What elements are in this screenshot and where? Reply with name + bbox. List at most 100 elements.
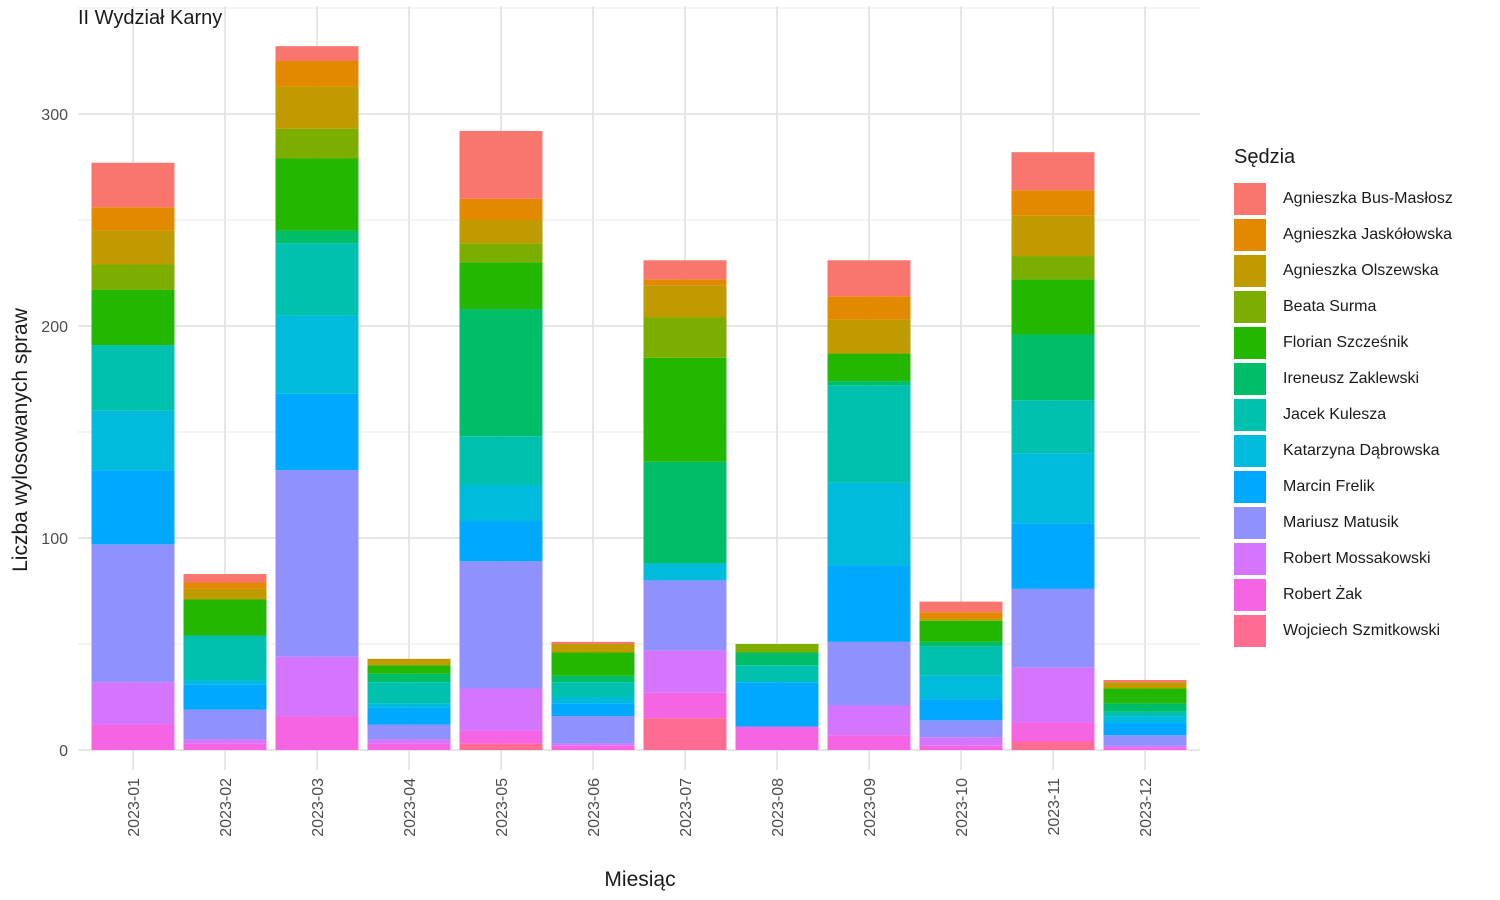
x-tick-label: 2023-09 [862,778,879,837]
legend-swatch [1234,291,1266,323]
x-tick-label: 2023-03 [310,778,327,837]
legend-item: Wojciech Szmitkowski [1234,613,1453,649]
bar-segment [275,656,359,717]
bar-segment [1011,722,1095,742]
bar-segment [1103,680,1187,683]
bar-segment [827,735,911,750]
bar-segment [275,470,359,657]
bar-segment [1103,716,1187,723]
bar-segment [459,309,543,437]
y-tick-labels: 0 100 200 300 [41,107,68,760]
bar-segment [1011,667,1095,723]
bar-segment [551,644,635,653]
bar-segment [1103,688,1187,704]
legend-swatch [1234,183,1266,215]
bar-segment [183,680,267,685]
bar-segment [827,260,911,297]
bar-segment [91,264,175,290]
legend-swatch [1234,399,1266,431]
bar-segment [1011,279,1095,335]
bar-segment [551,745,635,750]
legend-swatch [1234,579,1266,611]
bar-segment [367,658,451,666]
bar-segment [183,599,267,636]
x-tick-label: 2023-04 [402,778,419,837]
bar-segment [1103,682,1187,689]
bar-segment [1103,711,1187,717]
x-tick-label: 2023-12 [1138,778,1155,837]
legend-item: Agnieszka Jaskółowska [1234,217,1453,253]
bar-segment [643,650,727,693]
legend-item: Florian Szcześnik [1234,325,1453,361]
bar-segment [91,682,175,725]
bar-segment [275,716,359,750]
bar-segment [459,485,543,522]
bar-segment [919,641,1003,647]
legend-label: Katarzyna Dąbrowska [1283,442,1440,459]
x-tick-label: 2023-02 [218,778,235,837]
legend-item: Agnieszka Olszewska [1234,253,1453,289]
bar-segment [275,158,359,231]
bar-segment [735,682,819,727]
bar-segment [459,521,543,562]
bar-segment [275,230,359,244]
bar-segment [459,220,543,244]
bar-segment [919,601,1003,613]
bar-segment [1011,523,1095,589]
bar-segment [91,724,175,750]
legend-label: Agnieszka Bus-Masłosz [1283,190,1453,207]
bar-segment [919,646,1003,676]
legend-swatch [1234,255,1266,287]
bar-segment [919,675,1003,700]
legend-label: Robert Mossakowski [1283,550,1431,567]
bar-segment [1011,453,1095,524]
bar-segment [459,198,543,220]
bar-segment [1011,215,1095,257]
legend-swatch [1234,327,1266,359]
bar-segment [827,705,911,736]
bar-segment [459,730,543,744]
bar-segment [1011,190,1095,216]
bar-segment [183,684,267,710]
bar-segment [827,296,911,320]
bar-segment [643,285,727,318]
bar-segment [551,675,635,683]
bar-segment [91,162,175,208]
bar-segment [1011,256,1095,280]
y-axis-label: Liczba wylosowanych spraw [9,307,32,572]
legend-swatch [1234,219,1266,251]
y-tick-label: 200 [41,319,68,336]
bar-segment [919,745,1003,750]
x-tick-labels: 2023-01 2023-02 2023-03 2023-04 2023-05 2023-… [126,778,1155,837]
bar-segment [91,207,175,231]
legend-label: Ireneusz Zaklewski [1283,370,1420,387]
bar-segment [643,692,727,719]
bar-segment [275,86,359,129]
legend-label: Agnieszka Olszewska [1283,262,1439,279]
legend-label: Agnieszka Jaskółowska [1283,226,1452,243]
bar-segment [1103,747,1187,750]
bar-segment [183,739,267,744]
bar-segment [183,743,267,750]
bar-segment [275,46,359,61]
bar-segment [91,544,175,683]
bar-segment [1011,400,1095,454]
bar-segment [459,130,543,199]
legend-label: Mariusz Matusik [1283,514,1399,531]
bars [91,46,1187,750]
x-tick-label: 2023-08 [770,778,787,837]
bar-segment [183,709,267,740]
x-axis-label: Miesiąc [604,868,675,891]
legend-swatch [1234,507,1266,539]
legend-label: Jacek Kulesza [1283,406,1387,423]
legend-swatch [1234,615,1266,647]
bar-segment [643,718,727,750]
legend-swatch [1234,471,1266,503]
legend-label: Robert Żak [1283,586,1363,603]
x-tick-label: 2023-06 [586,778,603,837]
bar-segment [459,561,543,689]
bar-segment [551,703,635,717]
bar-segment [367,682,451,704]
x-tick-label: 2023-10 [954,778,971,837]
bar-segment [91,345,175,411]
